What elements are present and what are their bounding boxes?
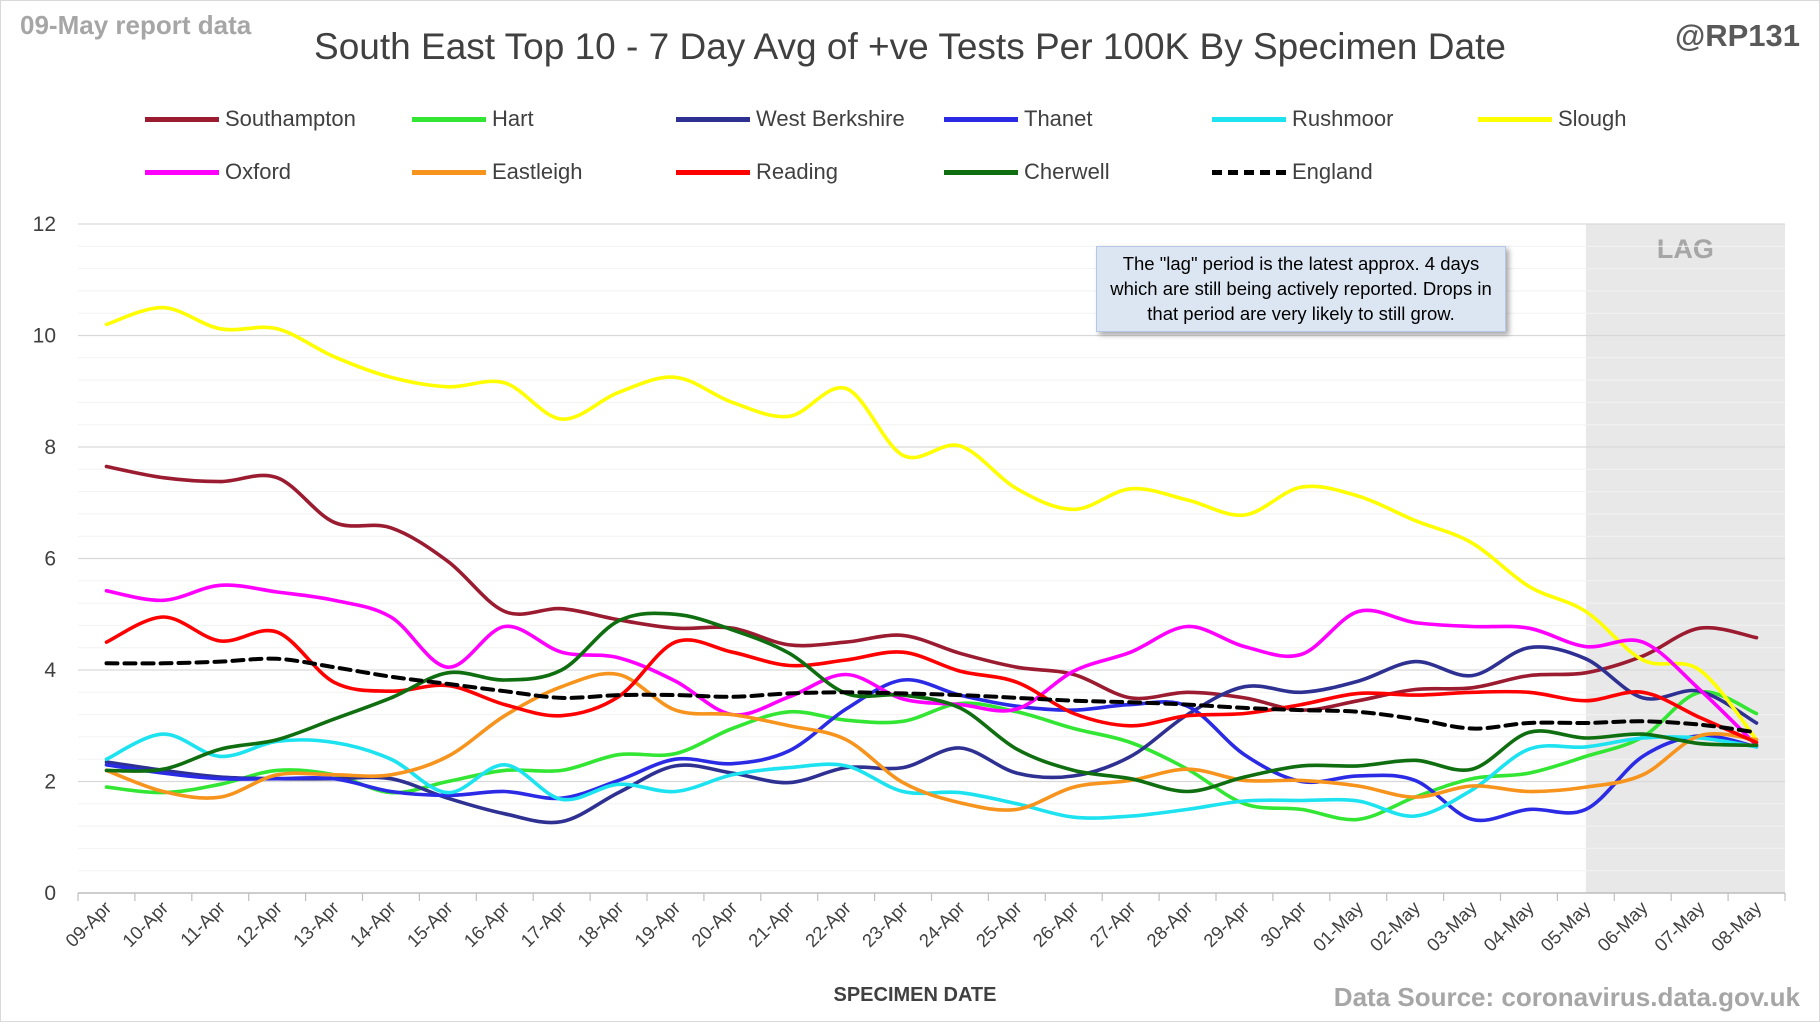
series-line-eastleigh	[104, 671, 1759, 812]
legend-item-slough: Slough	[1478, 104, 1627, 134]
legend-swatch	[145, 169, 219, 175]
y-tick-label: 2	[44, 771, 56, 794]
x-tick-label: 02-May	[1365, 896, 1424, 955]
series-line-oxford	[104, 583, 1759, 748]
legend-item-hart: Hart	[412, 104, 534, 134]
legend-swatch	[1212, 169, 1286, 175]
legend-swatch	[676, 169, 750, 175]
legend-item-eastleigh: Eastleigh	[412, 157, 583, 187]
x-tick-label: 07-May	[1650, 896, 1709, 955]
legend-label: Thanet	[1024, 106, 1093, 131]
series-line-cherwell	[104, 611, 1759, 794]
lag-annotation: The "lag" period is the latest approx. 4…	[1096, 246, 1506, 332]
series-line-england	[104, 656, 1759, 735]
legend-label: Cherwell	[1024, 159, 1110, 184]
x-tick-label: 21-Apr	[744, 897, 798, 951]
x-axis-label: SPECIMEN DATE	[833, 984, 997, 1006]
series-line-thanet	[104, 678, 1759, 823]
y-tick-label: 12	[33, 213, 56, 236]
x-tick-label: 30-Apr	[1256, 897, 1310, 951]
series-line-reading	[104, 615, 1759, 745]
x-tick-label: 19-Apr	[630, 897, 684, 951]
x-tick-label: 29-Apr	[1199, 897, 1253, 951]
x-tick-label: 28-Apr	[1142, 897, 1196, 951]
legend-swatch	[1478, 116, 1552, 122]
x-tick-label: 17-Apr	[516, 897, 570, 951]
x-tick-label: 20-Apr	[687, 897, 741, 951]
x-tick-label: 08-May	[1707, 896, 1766, 955]
legend-item-oxford: Oxford	[145, 157, 291, 187]
chart-title: South East Top 10 - 7 Day Avg of +ve Tes…	[314, 26, 1506, 67]
y-tick-label: 6	[44, 548, 56, 571]
x-tick-label: 25-Apr	[972, 897, 1026, 951]
lag-label: LAG	[1657, 234, 1714, 264]
report-date-label: 09-May report data	[20, 10, 252, 40]
legend-label: Rushmoor	[1292, 106, 1394, 131]
legend-swatch	[412, 116, 486, 122]
x-tick-label: 10-Apr	[118, 897, 172, 951]
x-tick-label: 18-Apr	[573, 897, 627, 951]
series-line-southampton	[104, 464, 1759, 712]
x-tick-label: 16-Apr	[459, 897, 513, 951]
x-tick-label: 06-May	[1593, 896, 1652, 955]
series-line-slough	[104, 305, 1759, 742]
legend-item-rushmoor: Rushmoor	[1212, 104, 1393, 134]
legend-item-england: England	[1212, 157, 1373, 187]
x-tick-label: 04-May	[1479, 896, 1538, 955]
x-tick-label: 15-Apr	[403, 897, 457, 951]
y-tick-label: 8	[44, 436, 56, 459]
x-tick-label: 23-Apr	[858, 897, 912, 951]
x-tick-label: 05-May	[1536, 896, 1595, 955]
x-tick-label: 11-Apr	[176, 897, 229, 950]
legend-swatch	[1212, 116, 1286, 122]
legend-swatch	[676, 116, 750, 122]
legend-label: Slough	[1558, 106, 1627, 131]
x-tick-label: 22-Apr	[801, 897, 855, 951]
series-line-west-berkshire	[104, 645, 1759, 825]
x-tick-label: 01-May	[1309, 896, 1368, 955]
legend-label: Oxford	[225, 159, 292, 184]
legend-label: England	[1292, 159, 1373, 184]
legend-label: Southampton	[225, 106, 356, 131]
legend-label: Eastleigh	[492, 159, 583, 184]
legend-item-southampton: Southampton	[145, 104, 356, 134]
data-source: Data Source: coronavirus.data.gov.uk	[1333, 982, 1800, 1012]
x-tick-label: 26-Apr	[1028, 897, 1082, 951]
x-tick-label: 14-Apr	[346, 897, 400, 951]
x-tick-label: 24-Apr	[915, 897, 969, 951]
legend-item-west-berkshire: West Berkshire	[676, 104, 905, 134]
x-tick-label: 13-Apr	[289, 897, 343, 951]
legend-swatch	[145, 116, 219, 122]
legend-swatch	[412, 169, 486, 175]
legend-item-reading: Reading	[676, 157, 838, 187]
series-line-rushmoor	[104, 732, 1759, 820]
x-tick-label: 12-Apr	[232, 897, 286, 951]
author-handle: @RP131	[1674, 18, 1800, 53]
legend-item-thanet: Thanet	[944, 104, 1093, 134]
x-tick-label: 09-Apr	[61, 897, 115, 951]
legend-swatch	[944, 169, 1018, 175]
y-tick-label: 4	[44, 659, 56, 682]
legend-label: Reading	[756, 159, 838, 184]
legend-item-cherwell: Cherwell	[944, 157, 1110, 187]
y-tick-label: 0	[44, 882, 56, 905]
legend-swatch	[944, 116, 1018, 122]
x-tick-label: 03-May	[1422, 896, 1481, 955]
legend-label: Hart	[492, 106, 534, 131]
y-tick-label: 10	[33, 325, 56, 348]
legend-label: West Berkshire	[756, 106, 905, 131]
x-tick-label: 27-Apr	[1085, 897, 1139, 951]
